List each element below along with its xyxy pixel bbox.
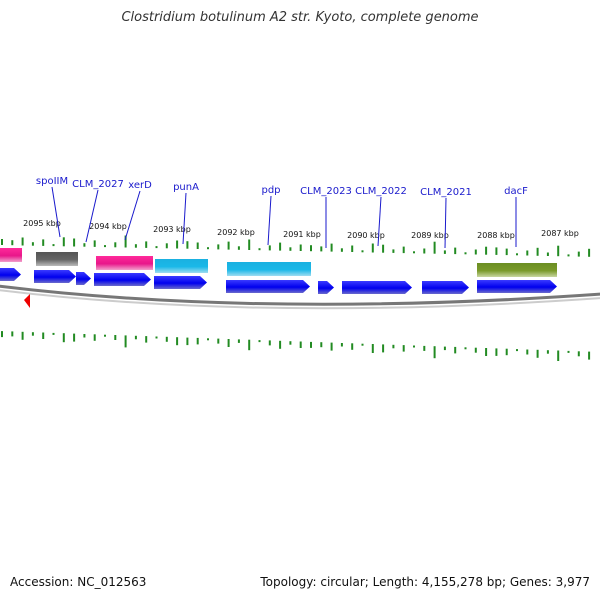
cds-arrow bbox=[477, 280, 557, 293]
cds-arrow bbox=[76, 272, 91, 285]
cds-arrow bbox=[422, 281, 469, 294]
cds-arrow bbox=[318, 281, 334, 294]
gene-label: dacF bbox=[504, 186, 528, 197]
cds-arrow bbox=[0, 268, 21, 281]
feature-gene-block bbox=[155, 259, 208, 273]
scale-tick-label: 2091 kbp bbox=[283, 230, 321, 239]
gene-leader-line bbox=[444, 197, 447, 249]
gene-leader-line bbox=[124, 190, 141, 241]
feature-gene-block bbox=[0, 248, 22, 262]
scale-tick-label: 2090 kbp bbox=[347, 231, 385, 240]
scale-tick-label: 2092 kbp bbox=[217, 228, 255, 237]
feature-gene-block bbox=[227, 262, 311, 276]
genome-backbone bbox=[0, 284, 600, 306]
gene-leader-line bbox=[267, 195, 272, 246]
gene-label: CLM_2027 bbox=[72, 179, 124, 190]
scale-tick-label: 2087 kbp bbox=[541, 229, 579, 238]
cds-arrow bbox=[226, 280, 310, 293]
genome-summary: Topology: circular; Length: 4,155,278 bp… bbox=[260, 575, 590, 589]
scale-tick-label: 2095 kbp bbox=[23, 219, 61, 228]
feature-gene-block bbox=[477, 263, 557, 277]
gene-label: punA bbox=[173, 182, 199, 193]
gene-leader-line bbox=[377, 196, 382, 247]
gene-leader-line bbox=[182, 192, 187, 245]
gene-label: CLM_2021 bbox=[420, 187, 472, 198]
accession-label: Accession: NC_012563 bbox=[10, 575, 147, 589]
cds-arrow bbox=[94, 273, 151, 286]
feature-gene-block bbox=[36, 252, 78, 266]
cds-arrow bbox=[154, 276, 207, 289]
genome-backbone-shadow bbox=[0, 289, 600, 310]
scale-tick-label: 2094 kbp bbox=[89, 222, 127, 231]
scale-tick-label: 2089 kbp bbox=[411, 231, 449, 240]
cds-arrow bbox=[34, 270, 76, 283]
gene-label: CLM_2023 bbox=[300, 186, 352, 197]
gene-label: pdp bbox=[261, 185, 280, 196]
gene-label: CLM_2022 bbox=[355, 186, 407, 197]
gene-leader-line bbox=[51, 186, 61, 238]
gene-label: xerD bbox=[128, 180, 152, 191]
scale-tick-label: 2093 kbp bbox=[153, 225, 191, 234]
cds-arrow bbox=[342, 281, 412, 294]
feature-gene-block bbox=[96, 256, 153, 270]
scale-tick-label: 2088 kbp bbox=[477, 231, 515, 240]
gene-leader-line bbox=[85, 189, 99, 243]
gene-label: spoIIM bbox=[36, 176, 68, 187]
origin-marker bbox=[24, 294, 30, 308]
map-title: Clostridium botulinum A2 str. Kyoto, com… bbox=[121, 10, 479, 25]
